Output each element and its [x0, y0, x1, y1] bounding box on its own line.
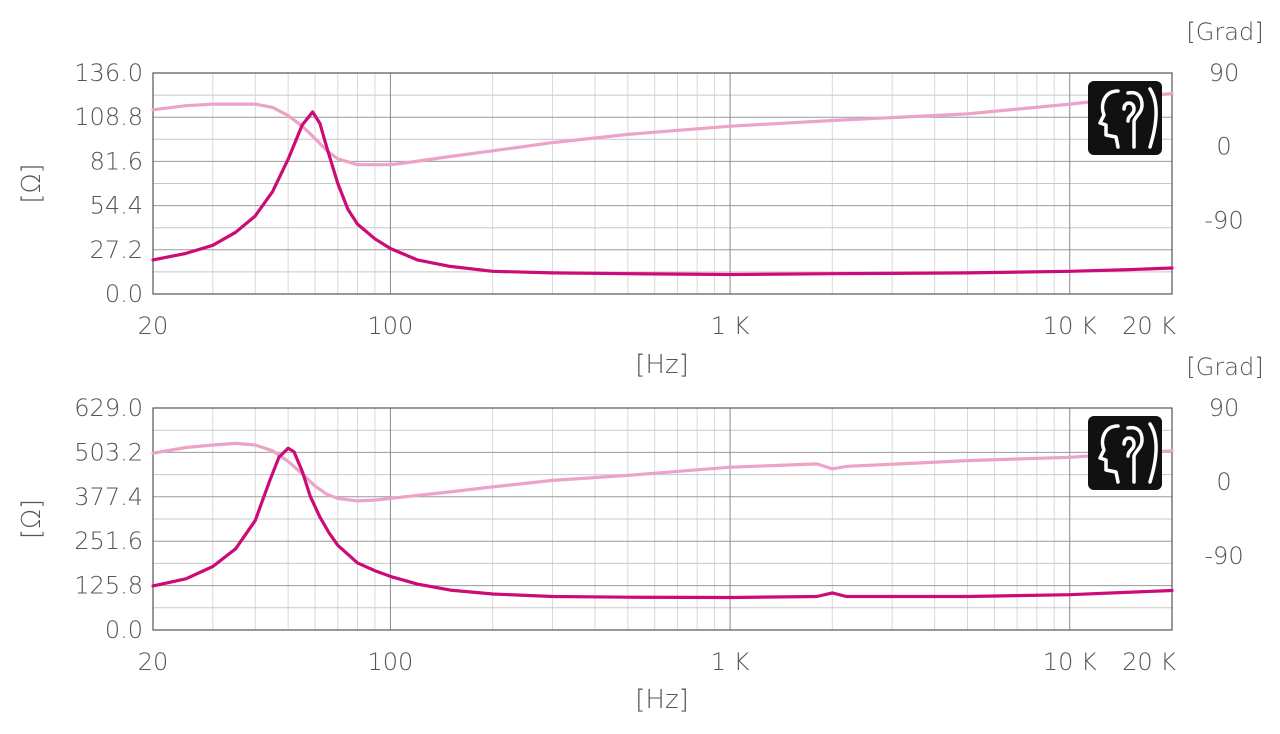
back-of-head	[1126, 90, 1144, 149]
y2-tick-label: 0	[1216, 468, 1231, 496]
y-axis-label: [Ω]	[17, 499, 47, 539]
y-tick-label: 136.0	[74, 59, 143, 87]
y2-tick-label: -90	[1204, 206, 1243, 234]
impedance-series-line	[151, 446, 1174, 600]
y-tick-label: 251.6	[74, 527, 143, 555]
x-tick-label: 10 K	[1043, 312, 1097, 340]
x-tick-label: 20	[138, 648, 169, 676]
x-tick-label: 100	[368, 312, 414, 340]
x-tick-label: 10 K	[1043, 648, 1097, 676]
x-axis-label: [Hz]	[635, 685, 689, 715]
face-outline	[1098, 424, 1120, 484]
y-tick-label: 377.4	[74, 483, 143, 511]
phase-series-line	[151, 441, 1174, 503]
chart-1: 0.0 27.2 54.4 81.6 108.8 136.0 [Ω] 90 0 -90 [Grad]…	[17, 18, 1264, 380]
y-tick-label: 108.8	[74, 103, 143, 131]
y2-axis-label: [Grad]	[1186, 18, 1263, 46]
y2-axis-label: [Grad]	[1186, 353, 1263, 381]
y-tick-label: 0.0	[105, 280, 143, 308]
ear-shape	[1122, 436, 1136, 458]
y-tick-label: 27.2	[90, 236, 143, 264]
back-of-head	[1126, 425, 1144, 484]
y-tick-label: 503.2	[74, 438, 143, 466]
plot-frame	[152, 407, 1173, 631]
y2-tick-label: 0	[1216, 133, 1231, 161]
x-tick-label: 100	[368, 648, 414, 676]
impedance-series-line	[151, 110, 1174, 277]
sound-wave	[1148, 87, 1158, 149]
head-listening-icon	[1088, 416, 1162, 490]
chart-2: 0.0 125.8 251.6 377.4 503.2 629.0 [Ω] 90 0 -90 [Gr…	[17, 353, 1264, 715]
head-listening-icon	[1088, 81, 1162, 155]
sound-wave	[1148, 422, 1158, 484]
y-axis-label: [Ω]	[17, 163, 47, 203]
x-tick-label: 20 K	[1122, 648, 1176, 676]
face-outline	[1098, 89, 1120, 149]
ear-shape	[1122, 101, 1136, 123]
y2-tick-label: 90	[1209, 394, 1240, 422]
y-tick-label: 81.6	[90, 147, 143, 175]
y-tick-label: 125.8	[74, 572, 143, 600]
phase-series-line	[151, 91, 1174, 167]
x-tick-label: 1 K	[711, 648, 750, 676]
x-axis-label: [Hz]	[635, 350, 689, 380]
x-tick-label: 20	[138, 312, 169, 340]
x-tick-label: 20 K	[1122, 312, 1176, 340]
y-tick-label: 629.0	[74, 394, 143, 422]
y2-tick-label: -90	[1204, 542, 1243, 570]
plot-frame	[152, 72, 1173, 295]
y2-tick-label: 90	[1209, 59, 1240, 87]
y-tick-label: 54.4	[90, 192, 143, 220]
y-tick-label: 0.0	[105, 616, 143, 644]
x-tick-label: 1 K	[711, 312, 750, 340]
